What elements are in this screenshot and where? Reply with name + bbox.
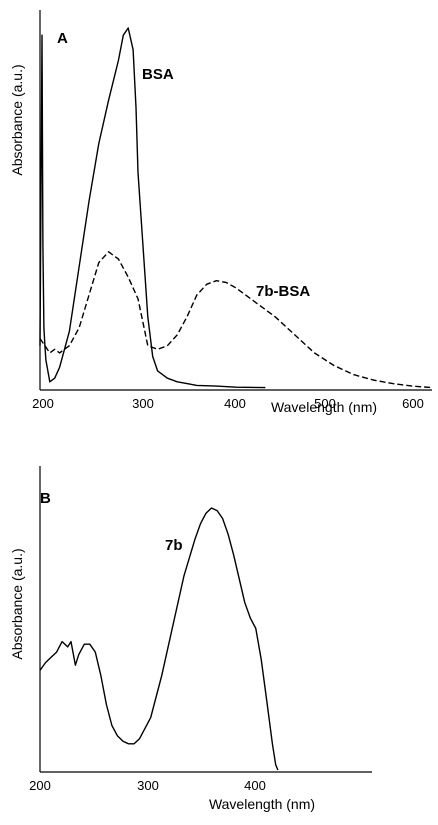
panel-a-x-tick-label-200: 200 (32, 396, 54, 411)
panel-a-x-tick-label-300: 300 (132, 396, 154, 411)
panel-b-y-axis-title: Absorbance (a.u.) (9, 548, 25, 659)
panel-b-x-tick-label-200: 200 (29, 778, 51, 793)
panel-b-x-tick-label-300: 300 (137, 778, 159, 793)
annotation-7b-bsa: 7b-BSA (256, 283, 310, 300)
panel-a-label: A (57, 30, 68, 47)
panel-a-y-axis-title: Absorbance (a.u.) (9, 64, 25, 175)
series-line-7b-bsa (40, 252, 432, 388)
panel-b-label: B (40, 490, 51, 507)
panel-b: B Absorbance (a.u.) Wavelength (nm) 200 3… (9, 466, 372, 812)
panel-b-x-axis-title: Wavelength (nm) (209, 796, 315, 812)
panel-a-series (40, 28, 432, 388)
annotation-bsa: BSA (142, 66, 174, 83)
series-line-7b (40, 508, 278, 770)
panel-a: A Absorbance (a.u.) Wavelength (nm) 200 3… (9, 10, 432, 415)
panel-b-x-ticks: 200 300 400 (29, 778, 266, 793)
panel-b-series (40, 508, 278, 770)
panel-b-x-tick-label-400: 400 (244, 778, 266, 793)
panel-a-x-tick-label-600: 600 (402, 396, 424, 411)
panel-a-x-tick-label-500: 500 (314, 396, 336, 411)
annotation-7b: 7b (165, 537, 183, 554)
panel-a-x-tick-label-400: 400 (224, 396, 246, 411)
